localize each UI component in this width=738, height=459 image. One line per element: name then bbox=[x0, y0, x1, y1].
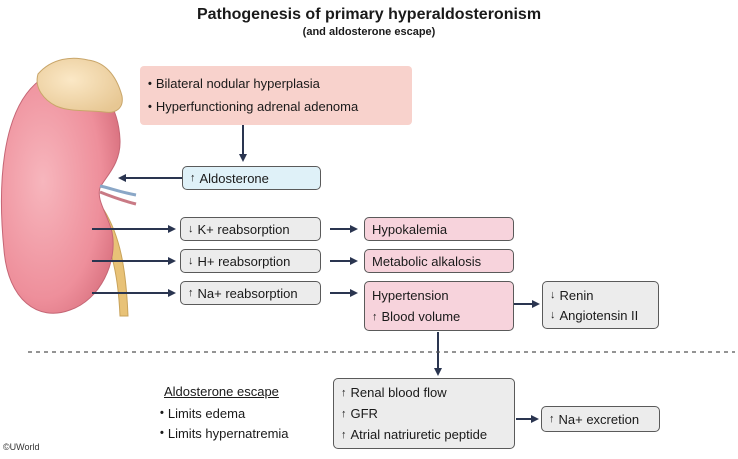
escape-item: • Limits edema bbox=[160, 402, 245, 424]
angiotensin-label: Angiotensin II bbox=[559, 307, 639, 323]
gfr-label: GFR bbox=[350, 406, 378, 421]
escape-item-label: Limits hypernatremia bbox=[167, 425, 289, 441]
escape-item-label: Limits edema bbox=[167, 405, 246, 421]
hypertension-label: Hypertension bbox=[372, 288, 449, 303]
anp-row: ↑ Atrial natriuretic peptide bbox=[341, 424, 507, 445]
aldosterone-box: ↑ Aldosterone bbox=[182, 166, 321, 190]
angiotensin-row: ↓ Angiotensin II bbox=[550, 305, 651, 325]
blood-volume-label: Blood volume bbox=[381, 309, 461, 324]
bullet: • bbox=[160, 407, 164, 419]
metabolic-alkalosis-box: Metabolic alkalosis bbox=[364, 249, 514, 273]
bullet: • bbox=[148, 77, 152, 90]
renal-effects-box: ↑ Renal blood flow ↑ GFR ↑ Atrial natriu… bbox=[333, 378, 515, 449]
hypertension-row: Hypertension bbox=[372, 285, 506, 306]
up-arrow-icon: ↑ bbox=[341, 386, 347, 399]
diagram-subtitle: (and aldosterone escape) bbox=[302, 26, 436, 38]
bullet: • bbox=[148, 100, 152, 113]
na-excretion-label: Na+ excretion bbox=[558, 411, 640, 427]
blood-volume-row: ↑ Blood volume bbox=[372, 306, 506, 327]
down-arrow-icon: ↓ bbox=[550, 309, 556, 321]
h-reabsorption-label: H+ reabsorption bbox=[197, 253, 291, 269]
up-arrow-icon: ↑ bbox=[190, 172, 196, 184]
cause-box: • Bilateral nodular hyperplasia • Hyperf… bbox=[140, 66, 412, 125]
escape-heading: Aldosterone escape bbox=[164, 384, 279, 399]
cause-item-label: Hyperfunctioning adrenal adenoma bbox=[155, 99, 359, 114]
up-arrow-icon: ↑ bbox=[341, 407, 347, 420]
renin-box: ↓ Renin ↓ Angiotensin II bbox=[542, 281, 659, 329]
cause-item: • Hyperfunctioning adrenal adenoma bbox=[148, 95, 404, 118]
copyright-label: ©UWorld bbox=[3, 442, 40, 452]
connector-arrows bbox=[92, 125, 540, 423]
up-arrow-icon: ↑ bbox=[372, 310, 378, 323]
na-reabsorption-box: ↑ Na+ reabsorption bbox=[180, 281, 321, 305]
renal-blood-flow-label: Renal blood flow bbox=[350, 385, 447, 400]
down-arrow-icon: ↓ bbox=[188, 255, 194, 267]
renal-blood-flow-row: ↑ Renal blood flow bbox=[341, 382, 507, 403]
h-reabsorption-box: ↓ H+ reabsorption bbox=[180, 249, 321, 273]
k-reabsorption-box: ↓ K+ reabsorption bbox=[180, 217, 321, 241]
hypokalemia-box: Hypokalemia bbox=[364, 217, 514, 241]
hypertension-box: Hypertension ↑ Blood volume bbox=[364, 281, 514, 331]
na-reabsorption-label: Na+ reabsorption bbox=[197, 285, 298, 301]
hypokalemia-label: Hypokalemia bbox=[372, 221, 448, 237]
up-arrow-icon: ↑ bbox=[549, 413, 555, 425]
cause-item-label: Bilateral nodular hyperplasia bbox=[155, 76, 320, 91]
bullet: • bbox=[160, 427, 164, 439]
anp-label: Atrial natriuretic peptide bbox=[350, 427, 488, 442]
escape-item: • Limits hypernatremia bbox=[160, 422, 289, 444]
gfr-row: ↑ GFR bbox=[341, 403, 507, 424]
renin-row: ↓ Renin bbox=[550, 285, 651, 305]
down-arrow-icon: ↓ bbox=[188, 223, 194, 235]
metabolic-alkalosis-label: Metabolic alkalosis bbox=[372, 253, 482, 269]
kidney-illustration bbox=[1, 73, 137, 314]
cause-item: • Bilateral nodular hyperplasia bbox=[148, 72, 404, 95]
adrenal-gland-illustration bbox=[36, 57, 123, 113]
down-arrow-icon: ↓ bbox=[550, 289, 556, 301]
renin-label: Renin bbox=[559, 287, 594, 303]
up-arrow-icon: ↑ bbox=[341, 428, 347, 441]
k-reabsorption-label: K+ reabsorption bbox=[197, 221, 290, 237]
aldosterone-label: Aldosterone bbox=[199, 170, 269, 186]
na-excretion-box: ↑ Na+ excretion bbox=[541, 406, 660, 432]
diagram-title: Pathogenesis of primary hyperaldosteroni… bbox=[196, 6, 542, 23]
up-arrow-icon: ↑ bbox=[188, 287, 194, 299]
